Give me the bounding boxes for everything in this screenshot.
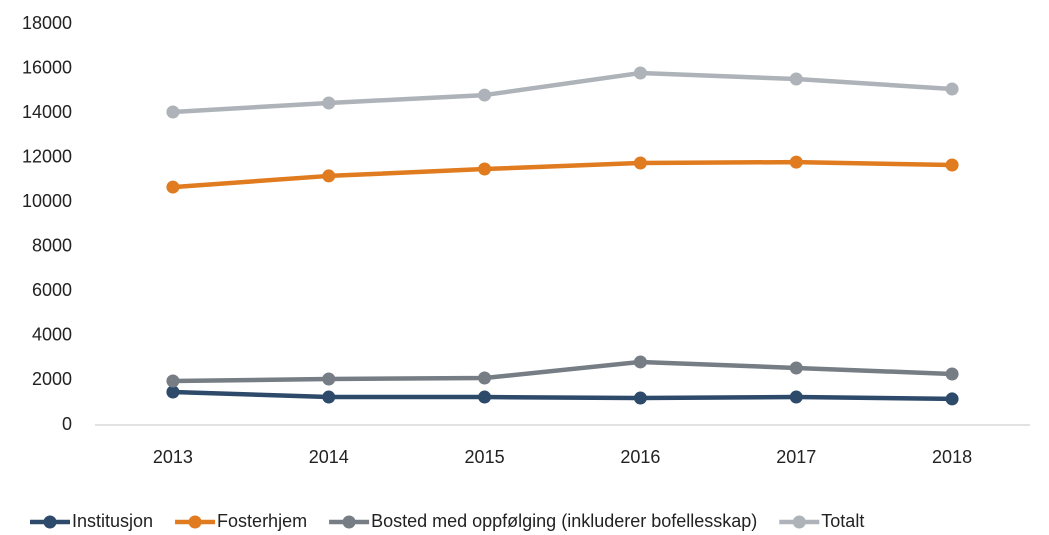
point [789, 155, 803, 169]
point [478, 88, 492, 102]
y-tick-label: 12000 [22, 146, 72, 166]
point [478, 390, 492, 404]
y-tick-label: 2000 [32, 369, 72, 389]
y-tick-label: 10000 [22, 191, 72, 211]
y-tick-label: 4000 [32, 325, 72, 345]
point [166, 374, 180, 388]
y-tick-label: 6000 [32, 280, 72, 300]
series-line [172, 359, 953, 384]
point [789, 361, 803, 375]
point [633, 156, 647, 170]
legend-marker [342, 515, 356, 529]
x-tick-label: 2017 [776, 447, 816, 467]
x-tick-label: 2015 [465, 447, 505, 467]
point [945, 82, 959, 96]
point [322, 96, 336, 110]
point [322, 372, 336, 386]
point [633, 391, 647, 405]
legend-label: Institusjon [72, 511, 153, 531]
point [478, 162, 492, 176]
x-tick-label: 2016 [620, 447, 660, 467]
series-line [172, 70, 953, 115]
legend-label: Bosted med oppfølging (inkluderer bofell… [371, 511, 757, 531]
y-tick-label: 8000 [32, 236, 72, 256]
point [945, 367, 959, 381]
point [322, 169, 336, 183]
legend-marker [43, 515, 57, 529]
point [945, 158, 959, 172]
legend-label: Totalt [821, 511, 864, 531]
point [633, 66, 647, 80]
y-tick-label: 18000 [22, 13, 72, 33]
point [166, 105, 180, 119]
legend-marker [188, 515, 202, 529]
x-tick-label: 2018 [932, 447, 972, 467]
series-line [172, 389, 953, 402]
point [322, 390, 336, 404]
legend-label: Fosterhjem [217, 511, 307, 531]
x-tick-label: 2014 [309, 447, 349, 467]
y-tick-label: 0 [62, 414, 72, 434]
point [478, 371, 492, 385]
series-line [172, 159, 953, 190]
y-tick-label: 14000 [22, 102, 72, 122]
point [789, 72, 803, 86]
point [789, 390, 803, 404]
y-tick-label: 16000 [22, 57, 72, 77]
x-tick-label: 2013 [153, 447, 193, 467]
point [633, 355, 647, 369]
point [166, 385, 180, 399]
legend-marker [792, 515, 806, 529]
point [166, 180, 180, 194]
point [945, 392, 959, 406]
